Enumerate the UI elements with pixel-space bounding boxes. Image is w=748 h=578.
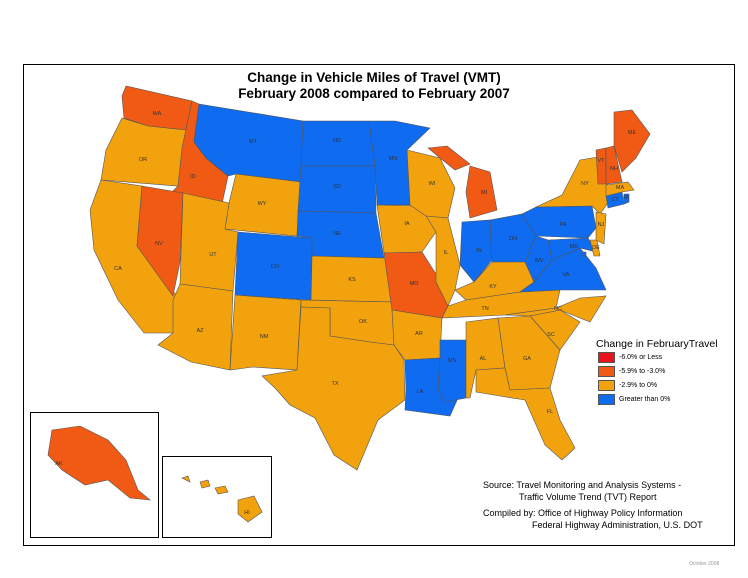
- state-label-nv: NV: [155, 241, 163, 247]
- state-label-ct: CT: [611, 197, 619, 203]
- legend-item: -6.0% or Less: [598, 352, 662, 364]
- state-ma: [605, 181, 635, 197]
- state-label-mo: MO: [410, 281, 420, 287]
- compiled-line-2: Federal Highway Administration, U.S. DOT: [532, 520, 703, 530]
- state-label-fl: FL: [547, 409, 553, 415]
- legend-label: -6.0% or Less: [619, 354, 663, 361]
- state-label-tn: TN: [481, 306, 488, 312]
- state-label-oh: OH: [509, 236, 517, 242]
- state-label-tx: TX: [331, 381, 338, 387]
- legend-swatch: [598, 352, 615, 363]
- state-nv: [136, 185, 184, 297]
- legend-swatch: [598, 380, 615, 391]
- state-label-co: CO: [271, 264, 280, 270]
- state-tn: [441, 289, 561, 319]
- state-nm: [229, 294, 302, 371]
- state-in: [459, 219, 493, 283]
- state-dc: [581, 251, 587, 257]
- state-de: [589, 239, 601, 257]
- state-me: [613, 109, 651, 173]
- legend-item: -5.9% to -3.0%: [598, 366, 665, 378]
- state-label-nm: NM: [260, 334, 269, 340]
- state-nj: [595, 211, 607, 245]
- state-label-al: AL: [480, 356, 487, 362]
- state-label-ut: UT: [209, 252, 217, 258]
- state-vt: [595, 147, 607, 185]
- state-label-wy: WY: [258, 201, 267, 207]
- state-az: [157, 283, 234, 371]
- state-label-hi: HI: [244, 510, 250, 516]
- state-label-pa: PA: [560, 222, 567, 228]
- state-label-ga: GA: [523, 356, 531, 362]
- state-ms: [437, 339, 467, 403]
- state-label-mi: MI: [481, 190, 488, 196]
- state-nc: [504, 295, 607, 323]
- state-label-il: IL: [444, 250, 449, 256]
- state-tx: [261, 306, 406, 471]
- legend-item: -2.9% to 0%: [598, 380, 657, 392]
- state-label-nj: NJ: [598, 222, 605, 228]
- footer-date: October 2008: [689, 561, 720, 567]
- state-label-me: ME: [628, 130, 637, 136]
- state-label-wv: WV: [535, 258, 544, 264]
- state-label-wa: WA: [153, 111, 162, 117]
- state-mi: [427, 145, 498, 219]
- state-label-nh: NH: [610, 166, 618, 172]
- state-label-ak: AK: [55, 461, 63, 467]
- state-label-ma: MA: [616, 185, 625, 191]
- map-title: Change in Vehicle Miles of Travel (VMT): [247, 70, 501, 85]
- state-label-ar: AR: [415, 331, 423, 337]
- state-label-ms: MS: [448, 358, 457, 364]
- state-label-wi: WI: [429, 181, 436, 187]
- state-label-ne: NE: [333, 231, 341, 237]
- state-label-ky: KY: [489, 284, 497, 290]
- state-label-ri: RI: [623, 195, 629, 201]
- state-hi: [181, 475, 263, 523]
- state-label-vt: VT: [597, 158, 605, 164]
- legend-swatch: [598, 366, 615, 377]
- legend-swatch: [598, 394, 615, 405]
- state-label-la: LA: [417, 389, 424, 395]
- state-label-sc: SC: [547, 332, 555, 338]
- source-line-1: Source: Travel Monitoring and Analysis S…: [483, 480, 682, 490]
- state-fl: [475, 367, 576, 461]
- state-label-de: DE: [592, 245, 600, 251]
- map-subtitle: February 2008 compared to February 2007: [238, 86, 510, 101]
- state-label-ks: KS: [348, 277, 356, 283]
- legend-label: -5.9% to -3.0%: [619, 368, 666, 375]
- state-label-mn: MN: [389, 156, 398, 162]
- state-label-or: OR: [139, 157, 147, 163]
- legend-item: Greater than 0%: [598, 394, 670, 406]
- state-label-mt: MT: [249, 139, 258, 145]
- state-label-sd: SD: [333, 184, 341, 190]
- state-label-nd: ND: [333, 138, 341, 144]
- state-label-va: VA: [563, 272, 570, 278]
- state-wy: [224, 173, 302, 237]
- state-label-ny: NY: [581, 181, 589, 187]
- state-label-ia: IA: [404, 221, 410, 227]
- state-label-nc: NC: [554, 306, 562, 312]
- state-label-id: ID: [190, 174, 196, 180]
- legend-label: Greater than 0%: [619, 396, 671, 403]
- state-label-ca: CA: [114, 266, 122, 272]
- state-label-az: AZ: [196, 328, 204, 334]
- legend-label: -2.9% to 0%: [619, 382, 658, 389]
- compiled-line-1: Compiled by: Office of Highway Policy In…: [483, 508, 683, 518]
- state-label-md: MD: [570, 244, 579, 250]
- state-ri: [623, 193, 630, 205]
- state-md: [547, 237, 597, 261]
- state-label-ok: OK: [359, 319, 367, 325]
- state-nh: [605, 145, 623, 185]
- source-line-2: Traffic Volume Trend (TVT) Report: [519, 492, 657, 502]
- state-il: [425, 215, 461, 307]
- legend-title: Change in FebruaryTravel: [596, 338, 718, 350]
- state-label-in: IN: [476, 248, 482, 254]
- state-ak: [47, 425, 151, 501]
